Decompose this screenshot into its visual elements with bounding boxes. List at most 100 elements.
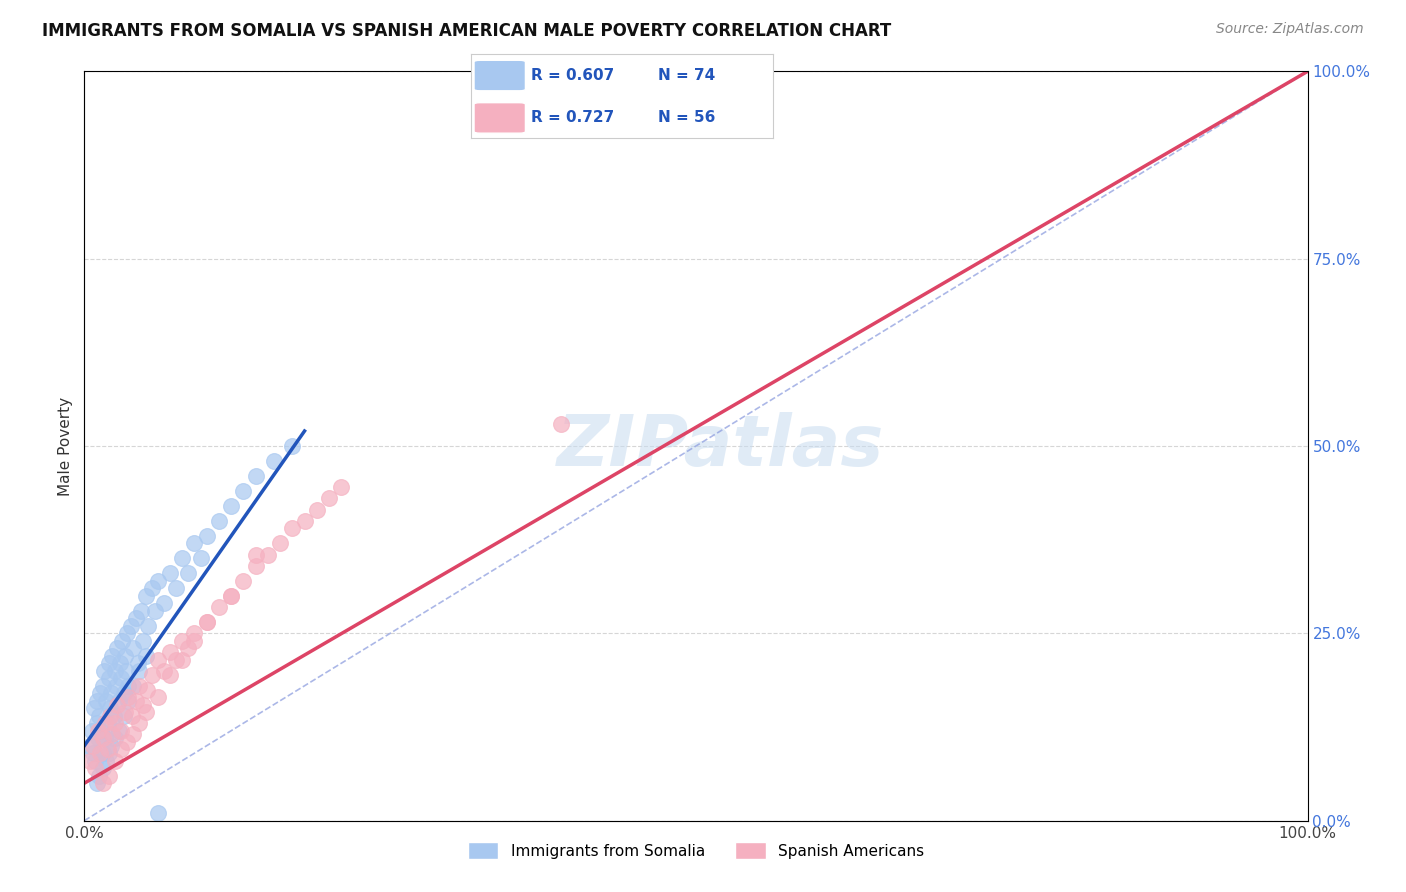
- Point: [110, 723, 132, 738]
- Point: [245, 469, 267, 483]
- Point: [330, 480, 353, 494]
- Point: [263, 454, 285, 468]
- Point: [153, 596, 176, 610]
- Point: [132, 633, 155, 648]
- Point: [153, 664, 176, 678]
- Point: [183, 633, 205, 648]
- Point: [294, 514, 316, 528]
- Point: [165, 652, 187, 666]
- Point: [117, 679, 139, 693]
- Point: [159, 645, 181, 659]
- Point: [143, 604, 166, 618]
- Point: [165, 582, 187, 596]
- Point: [86, 694, 108, 708]
- Point: [86, 716, 108, 731]
- Point: [90, 723, 112, 738]
- Point: [115, 735, 138, 749]
- Point: [105, 698, 128, 712]
- Point: [125, 694, 148, 708]
- Point: [550, 417, 572, 431]
- Point: [105, 641, 128, 656]
- Point: [108, 657, 131, 671]
- Point: [172, 633, 194, 648]
- Point: [135, 705, 157, 719]
- Point: [80, 723, 103, 738]
- Point: [112, 708, 135, 723]
- Point: [91, 761, 114, 775]
- Point: [89, 686, 111, 700]
- Point: [195, 529, 218, 543]
- Point: [135, 682, 157, 697]
- Point: [122, 641, 145, 656]
- Point: [121, 708, 143, 723]
- Point: [117, 690, 139, 704]
- Point: [195, 615, 218, 629]
- Point: [87, 723, 110, 738]
- Point: [87, 708, 110, 723]
- Point: [96, 754, 118, 768]
- Point: [318, 491, 340, 506]
- Point: [87, 731, 110, 746]
- Text: N = 56: N = 56: [658, 111, 716, 126]
- Point: [115, 626, 138, 640]
- Point: [104, 664, 127, 678]
- Point: [86, 776, 108, 790]
- Point: [89, 746, 111, 760]
- Point: [91, 731, 114, 746]
- Point: [97, 742, 120, 756]
- Point: [110, 671, 132, 685]
- Point: [208, 514, 231, 528]
- Point: [245, 548, 267, 562]
- Point: [281, 521, 304, 535]
- Point: [79, 739, 101, 753]
- Point: [84, 754, 107, 768]
- Point: [190, 551, 212, 566]
- Text: Source: ZipAtlas.com: Source: ZipAtlas.com: [1216, 22, 1364, 37]
- Point: [146, 574, 169, 588]
- Point: [125, 611, 148, 625]
- Point: [146, 652, 169, 666]
- Point: [114, 648, 136, 663]
- Point: [183, 536, 205, 550]
- Text: R = 0.607: R = 0.607: [531, 68, 614, 83]
- Point: [104, 731, 127, 746]
- Point: [141, 582, 163, 596]
- Point: [146, 690, 169, 704]
- Point: [117, 694, 139, 708]
- Point: [112, 686, 135, 700]
- Point: [87, 769, 110, 783]
- Point: [172, 551, 194, 566]
- Point: [101, 648, 124, 663]
- Point: [115, 664, 138, 678]
- Legend: Immigrants from Somalia, Spanish Americans: Immigrants from Somalia, Spanish America…: [461, 836, 931, 865]
- Point: [183, 626, 205, 640]
- Point: [93, 664, 115, 678]
- Text: R = 0.727: R = 0.727: [531, 111, 614, 126]
- Point: [100, 739, 122, 753]
- Point: [269, 536, 291, 550]
- Point: [232, 483, 254, 498]
- Text: ZIPatlas: ZIPatlas: [557, 411, 884, 481]
- Point: [146, 806, 169, 821]
- Point: [97, 716, 120, 731]
- Point: [111, 633, 134, 648]
- Point: [107, 694, 129, 708]
- Point: [177, 566, 200, 581]
- Point: [83, 701, 105, 715]
- Point: [105, 679, 128, 693]
- Point: [219, 589, 242, 603]
- Point: [91, 776, 114, 790]
- Point: [159, 667, 181, 681]
- Point: [122, 679, 145, 693]
- Point: [84, 761, 107, 775]
- Point: [159, 566, 181, 581]
- Point: [128, 679, 150, 693]
- FancyBboxPatch shape: [474, 61, 526, 91]
- Point: [110, 742, 132, 756]
- Point: [232, 574, 254, 588]
- Point: [97, 671, 120, 685]
- Point: [98, 708, 121, 723]
- Point: [208, 600, 231, 615]
- Point: [96, 694, 118, 708]
- Point: [129, 604, 152, 618]
